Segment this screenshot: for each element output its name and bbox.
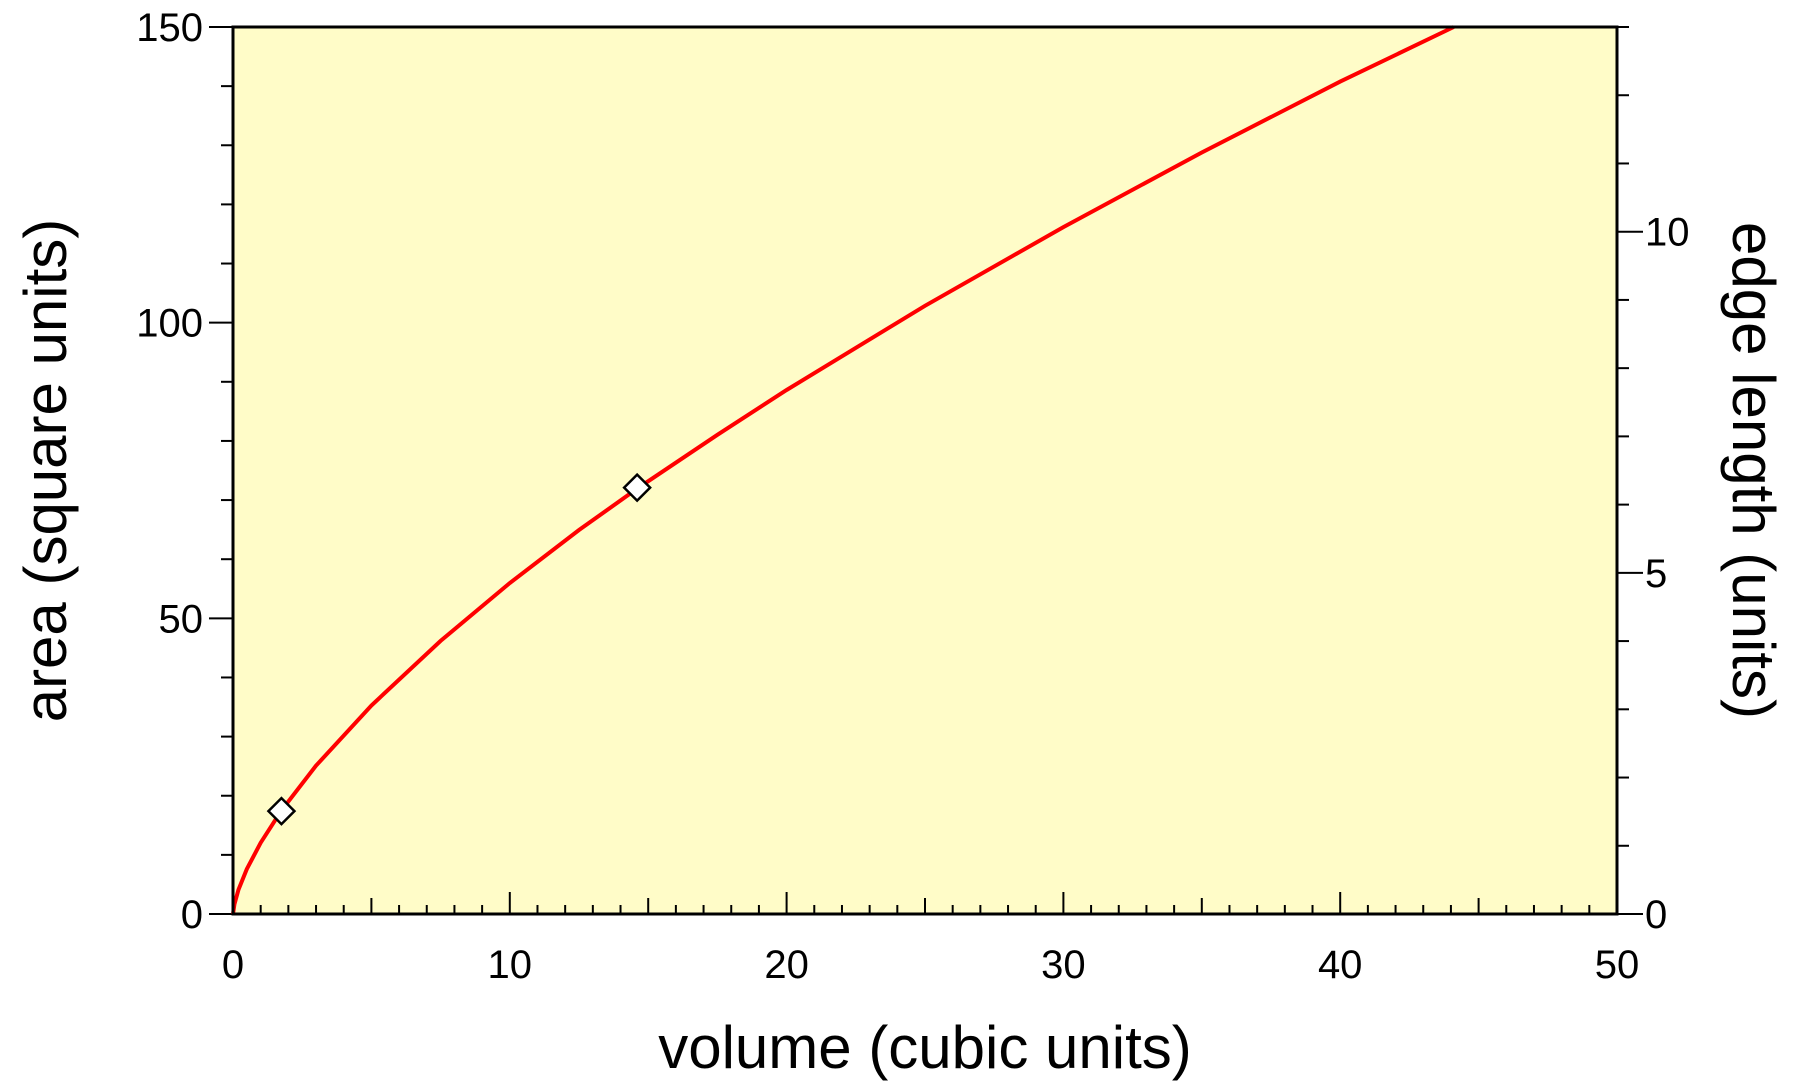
x-tick-label: 50 <box>1595 943 1640 987</box>
y2-tick-label: 5 <box>1645 552 1667 596</box>
x-tick-label: 0 <box>222 943 244 987</box>
y2-tick-label: 10 <box>1645 211 1690 255</box>
x-tick-label: 20 <box>764 943 809 987</box>
diamond-marker <box>622 472 652 503</box>
plot-background <box>233 27 1617 914</box>
y-tick-label: 50 <box>159 597 204 641</box>
y2-axis-title: edge length (units) <box>1720 222 1787 719</box>
x-tick-label: 10 <box>488 943 533 987</box>
plot-frame <box>231 25 1619 916</box>
diamond-marker <box>266 796 297 826</box>
y-axis-ticks: 0 50 100 150 <box>136 6 233 937</box>
y-tick-label: 0 <box>181 893 203 937</box>
y-tick-label: 150 <box>136 6 203 50</box>
y2-axis-ticks: 0 5 10 <box>1617 26 1690 937</box>
x-axis-ticks: 0 10 20 30 40 50 <box>222 892 1639 987</box>
x-tick-label: 40 <box>1318 943 1363 987</box>
x-axis-title: volume (cubic units) <box>658 1014 1192 1081</box>
y-tick-label: 100 <box>136 302 203 346</box>
data-markers <box>266 472 652 826</box>
x-tick-label: 30 <box>1041 943 1086 987</box>
y2-tick-label: 0 <box>1645 893 1667 937</box>
y-axis-title: area (square units) <box>12 219 79 723</box>
series-line <box>231 25 1455 915</box>
